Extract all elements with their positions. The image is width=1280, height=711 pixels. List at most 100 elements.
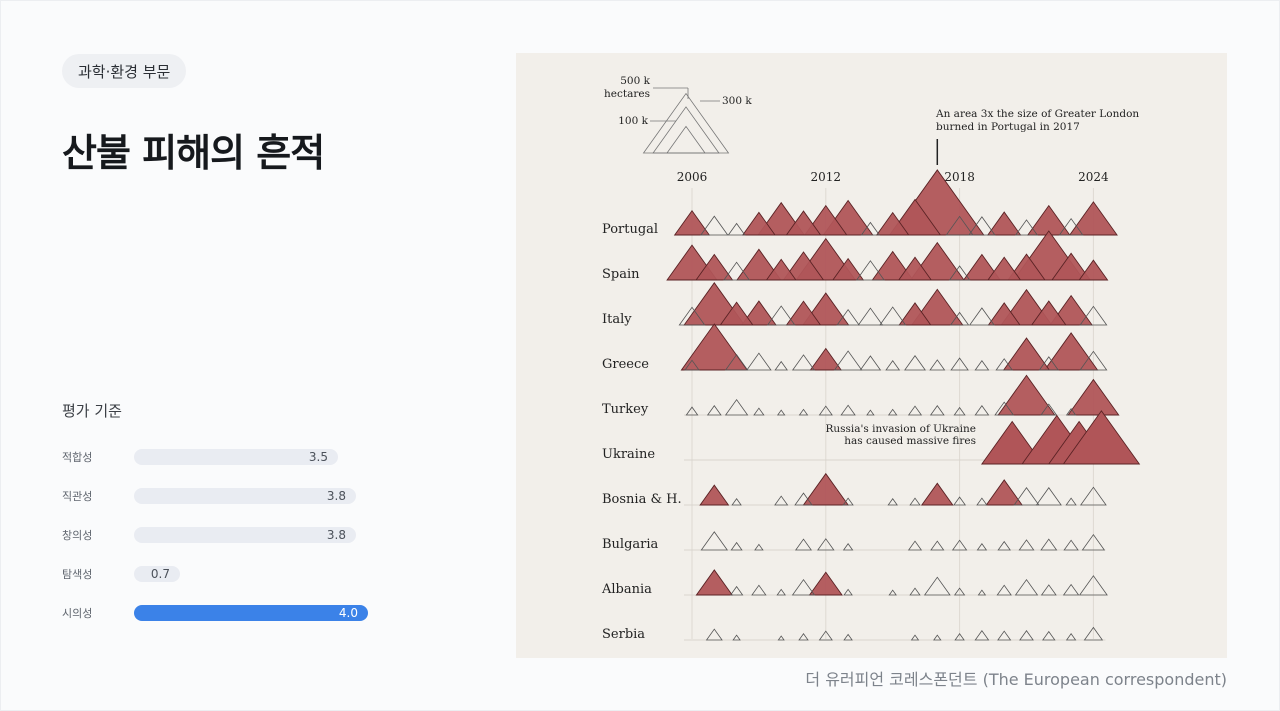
triangle-mark [684,359,700,371]
triangle-mark [974,630,990,641]
triangle-mark [1079,486,1107,506]
annotation-text: An area 3x the size of Greater London [935,108,1139,120]
triangle-mark [898,302,932,326]
triangle-mark [954,633,965,641]
triangle-mark [818,630,833,641]
country-label: Spain [602,267,640,282]
triangle-mark [719,301,754,326]
triangle-mark [1058,217,1084,236]
triangle-mark [831,257,865,281]
triangle-mark [945,215,974,236]
triangle-mark [909,587,921,596]
triangle-mark [1002,337,1051,371]
triangle-mark [920,482,954,506]
criteria-score-value: 4.0 [338,606,358,620]
triangle-mark [798,408,809,416]
triangle-mark [817,538,835,551]
triangle-mark [1062,583,1080,596]
criteria-row-fit: 적합성 3.5 [62,447,382,467]
triangle-mark [706,405,722,416]
triangle-mark [685,406,699,416]
triangle-mark [1062,410,1141,465]
triangle-mark [1035,487,1062,506]
triangle-mark [879,306,907,326]
triangle-mark [724,398,749,416]
triangle-mark [897,256,933,281]
criteria-score-bar: 3.8 [134,527,356,543]
triangle-mark [904,355,926,371]
triangle-mark [995,358,1013,371]
triangle-mark [875,211,910,236]
triangle-mark [907,405,923,416]
triangle-mark [977,589,987,596]
triangle-mark [859,355,882,371]
triangle-mark [855,260,885,281]
triangle-mark [1014,578,1039,596]
triangle-mark [987,302,1021,326]
triangle-mark [948,265,971,281]
triangle-mark [843,588,853,596]
triangle-mark [1083,626,1104,641]
triangle-mark [700,215,729,236]
criteria-score-bar: 0.7 [134,566,180,582]
page-title: 산불 피해의 흔적 [62,131,325,175]
country-label: Bulgaria [602,537,659,552]
triangle-mark [1014,219,1039,236]
triangle-mark [888,589,897,596]
triangle-mark [695,569,734,596]
triangle-mark [1040,538,1058,551]
triangle-mark [727,222,746,236]
legend-triangle [666,125,706,154]
triangle-mark [700,531,729,551]
criteria-label: 직관성 [62,490,93,503]
criteria-score-bar: 3.5 [134,449,338,465]
triangle-mark [994,401,1015,416]
triangle-mark [840,404,856,416]
triangle-mark [887,408,898,416]
triangle-mark [976,543,988,551]
criteria-row-timeliness: 시의성 4.0 [62,603,382,623]
triangle-mark [953,496,967,506]
criteria-score-bar: 3.8 [134,488,356,504]
triangle-mark [929,359,946,371]
triangle-mark [673,209,711,236]
triangle-mark [809,347,843,371]
triangle-mark [791,578,816,596]
triangle-mark [766,305,796,326]
triangle-mark [974,360,990,371]
triangle-mark [785,210,822,236]
x-tick-label: 2006 [677,170,708,184]
triangle-mark [949,311,970,326]
triangle-mark [860,221,881,236]
legend-triangle [652,106,720,154]
triangle-mark [997,374,1056,416]
triangle-mark [782,251,825,281]
triangle-mark [774,360,788,371]
country-label: Turkey [602,402,649,417]
triangle-mark [808,571,843,596]
triangle-mark [798,633,809,641]
country-label: Bosnia & H. [602,492,682,507]
triangle-mark [1078,259,1109,281]
triangle-mark [930,540,945,551]
country-label: Greece [602,357,649,372]
country-label: Portugal [602,222,658,237]
triangle-mark [887,498,898,506]
triangle-mark [730,541,743,551]
legend-label: 500 k [620,75,650,87]
legend-label: 100 k [618,115,648,127]
triangle-mark [794,538,813,551]
triangle-mark [1067,378,1120,416]
country-label: Serbia [602,627,645,642]
triangle-mark [1079,350,1108,371]
country-label: Italy [602,312,632,327]
triangle-mark [740,300,777,326]
triangle-mark [909,497,921,506]
triangle-mark [791,354,816,371]
triangle-mark [695,253,734,281]
triangle-mark [950,357,969,371]
triangle-mark [866,409,875,416]
triangle-mark [987,256,1022,281]
triangle-mark [776,588,786,596]
